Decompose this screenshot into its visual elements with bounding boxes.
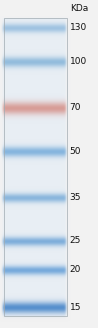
- Text: 50: 50: [70, 147, 81, 156]
- Text: 130: 130: [70, 23, 87, 32]
- Text: 25: 25: [70, 236, 81, 245]
- Bar: [4, 18, 67, 316]
- Text: 100: 100: [70, 57, 87, 66]
- Text: 20: 20: [70, 265, 81, 274]
- Text: 15: 15: [70, 302, 81, 312]
- Text: 35: 35: [70, 193, 81, 202]
- Text: 70: 70: [70, 103, 81, 112]
- Bar: [4, 18, 67, 316]
- Text: KDa: KDa: [70, 4, 88, 13]
